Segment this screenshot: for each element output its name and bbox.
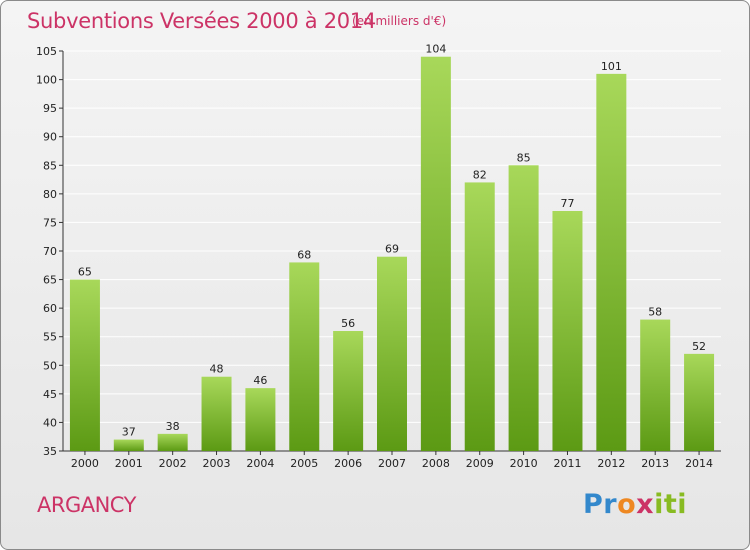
data-label: 58: [648, 306, 662, 319]
x-tick-label: 2007: [378, 457, 406, 470]
x-tick-label: 2012: [597, 457, 625, 470]
logo-letters: Pr: [583, 489, 618, 520]
bar-2000: [69, 279, 100, 451]
unit-note: (en milliers d'€): [352, 14, 447, 28]
bar-2010: [508, 165, 539, 452]
y-tick-label: 60: [43, 302, 57, 315]
x-tick-label: 2010: [510, 457, 538, 470]
x-tick-label: 2011: [553, 457, 581, 470]
bar-2004: [245, 388, 276, 451]
data-label: 85: [517, 151, 531, 164]
data-label: 101: [601, 60, 622, 73]
y-tick-label: 70: [43, 245, 57, 258]
y-tick-label: 50: [43, 359, 57, 372]
x-tick-label: 2003: [203, 457, 231, 470]
data-label: 52: [692, 340, 706, 353]
data-labels: 65 37 38 48 46 68 56 69 104 82 85 77 101 58 52: [78, 43, 706, 439]
y-tick-label: 80: [43, 188, 57, 201]
data-label: 48: [210, 363, 224, 376]
bar-2003: [201, 376, 232, 451]
y-tick-label: 35: [43, 445, 57, 458]
data-label: 38: [166, 420, 180, 433]
data-label: 37: [122, 426, 136, 439]
x-tick-label: 2008: [422, 457, 450, 470]
x-tick-label: 2005: [290, 457, 318, 470]
bars: [69, 56, 715, 452]
x-tick-label: 2009: [466, 457, 494, 470]
y-tick-label: 65: [43, 274, 57, 287]
data-label: 69: [385, 243, 399, 256]
x-tick-label: 2013: [641, 457, 669, 470]
x-tick-label: 2006: [334, 457, 362, 470]
x-tick-label: 2001: [115, 457, 143, 470]
y-tick-label: 55: [43, 331, 57, 344]
bar-2014: [684, 353, 715, 451]
bar-2006: [333, 331, 364, 451]
data-label: 56: [341, 317, 355, 330]
bar-2005: [289, 262, 320, 451]
data-label: 104: [425, 43, 446, 56]
commune-name: ARGANCY: [37, 493, 136, 517]
bar-2002: [157, 433, 188, 451]
bar-2009: [464, 182, 495, 451]
y-tick-label: 105: [36, 45, 57, 58]
bar-2007: [377, 256, 407, 451]
x-tick-label: 2000: [71, 457, 99, 470]
y-tick-label: 95: [43, 102, 57, 115]
data-label: 77: [560, 197, 574, 210]
y-tick-label: 75: [43, 216, 57, 229]
y-tick-label: 90: [43, 131, 57, 144]
data-label: 65: [78, 266, 92, 279]
bar-2011: [552, 211, 583, 451]
x-tick-label: 2004: [246, 457, 274, 470]
chart-title: Subventions Versées 2000 à 2014: [27, 9, 376, 33]
data-label: 68: [297, 248, 311, 261]
y-tick-label: 40: [43, 416, 57, 429]
data-label: 82: [473, 168, 487, 181]
bar-2013: [640, 319, 671, 451]
y-tick-label: 100: [36, 74, 57, 87]
y-tick-label: 45: [43, 388, 57, 401]
y-tick-label: 85: [43, 159, 57, 172]
bar-2008: [420, 56, 451, 451]
bar-2001: [113, 439, 144, 451]
x-tick-label: 2014: [685, 457, 713, 470]
x-tick-label: 2002: [159, 457, 187, 470]
data-label: 46: [253, 374, 267, 387]
proxiti-logo[interactable]: Proxiti: [583, 489, 688, 520]
bar-2012: [596, 73, 627, 451]
